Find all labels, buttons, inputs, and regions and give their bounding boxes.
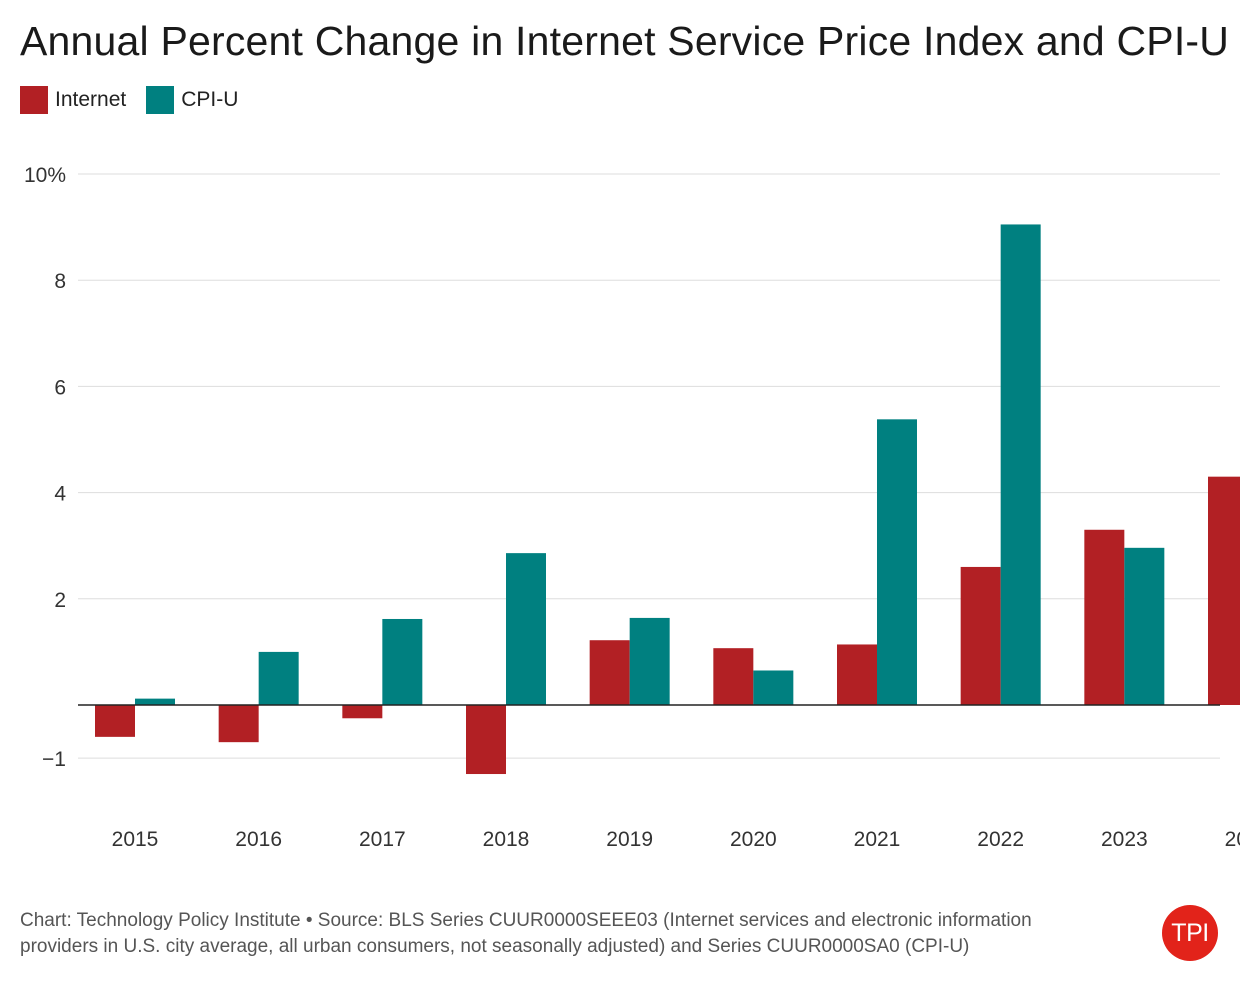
legend-item-internet: Internet: [20, 86, 126, 114]
bar-cpi-2022: [1000, 224, 1041, 705]
bar-cpi-2020: [753, 670, 794, 705]
x-tick-label: 2019: [606, 828, 653, 851]
y-tick-label: 6: [54, 376, 66, 399]
bar-cpi-2017: [382, 618, 423, 705]
chart-title: Annual Percent Change in Internet Servic…: [20, 18, 1230, 64]
bar-cpi-2016: [258, 651, 299, 705]
x-tick-label: 2023: [1101, 828, 1148, 851]
legend-swatch-cpi: [146, 86, 175, 114]
y-tick-label: −1: [42, 748, 66, 771]
legend-swatch-internet: [20, 86, 48, 114]
x-tick-label: 2018: [483, 828, 530, 851]
bar-cpi-2015: [135, 698, 175, 705]
y-tick-label: 10%: [24, 164, 66, 187]
y-tick-label: 4: [54, 483, 66, 506]
bar-internet-2020: [713, 648, 754, 705]
bar-cpi-2018: [506, 553, 546, 705]
legend-item-cpi: CPI-U: [146, 86, 238, 114]
bar-internet-2022: [960, 566, 1001, 705]
source-note-line-1: Chart: Technology Policy Institute • Sou…: [20, 910, 1032, 931]
bar-internet-2017: [342, 705, 383, 719]
bar-internet-2015: [95, 705, 135, 737]
legend: Internet CPI-U: [20, 86, 258, 114]
x-tick-label: 2020: [730, 828, 777, 851]
bar-internet-2021: [837, 644, 877, 705]
x-tick-label: 2022: [977, 828, 1024, 851]
source-note-line-2: providers in U.S. city average, all urba…: [20, 936, 970, 957]
legend-label-cpi: CPI-U: [181, 88, 239, 111]
bar-internet-2023: [1084, 529, 1125, 705]
source-note: Chart: Technology Policy Institute • Sou…: [20, 908, 1120, 960]
bar-cpi-2021: [877, 419, 917, 705]
x-tick-label: 2015: [112, 828, 159, 851]
bar-cpi-2023: [1124, 547, 1165, 705]
bar-chart: 10% 8 6 4 2 −1 2015 2016 2017 2018 2019 2020 2021 202…: [24, 164, 1240, 851]
y-tick-label: 2: [54, 589, 66, 612]
bar-internet-2018: [466, 705, 506, 775]
legend-label-internet: Internet: [55, 88, 127, 111]
bar-cpi-2019: [629, 617, 670, 705]
bar-internet-2024: [1208, 476, 1240, 705]
bar-internet-2016: [218, 705, 259, 743]
bar-internet-2019: [589, 640, 630, 705]
x-tick-label: 2017: [359, 828, 406, 851]
y-tick-label: 8: [54, 270, 66, 293]
x-tick-label: 2016: [235, 828, 282, 851]
x-tick-label: 2021: [854, 828, 901, 851]
x-tick-label: 2024: [1225, 828, 1240, 851]
tpi-logo: TPI: [1162, 905, 1218, 961]
